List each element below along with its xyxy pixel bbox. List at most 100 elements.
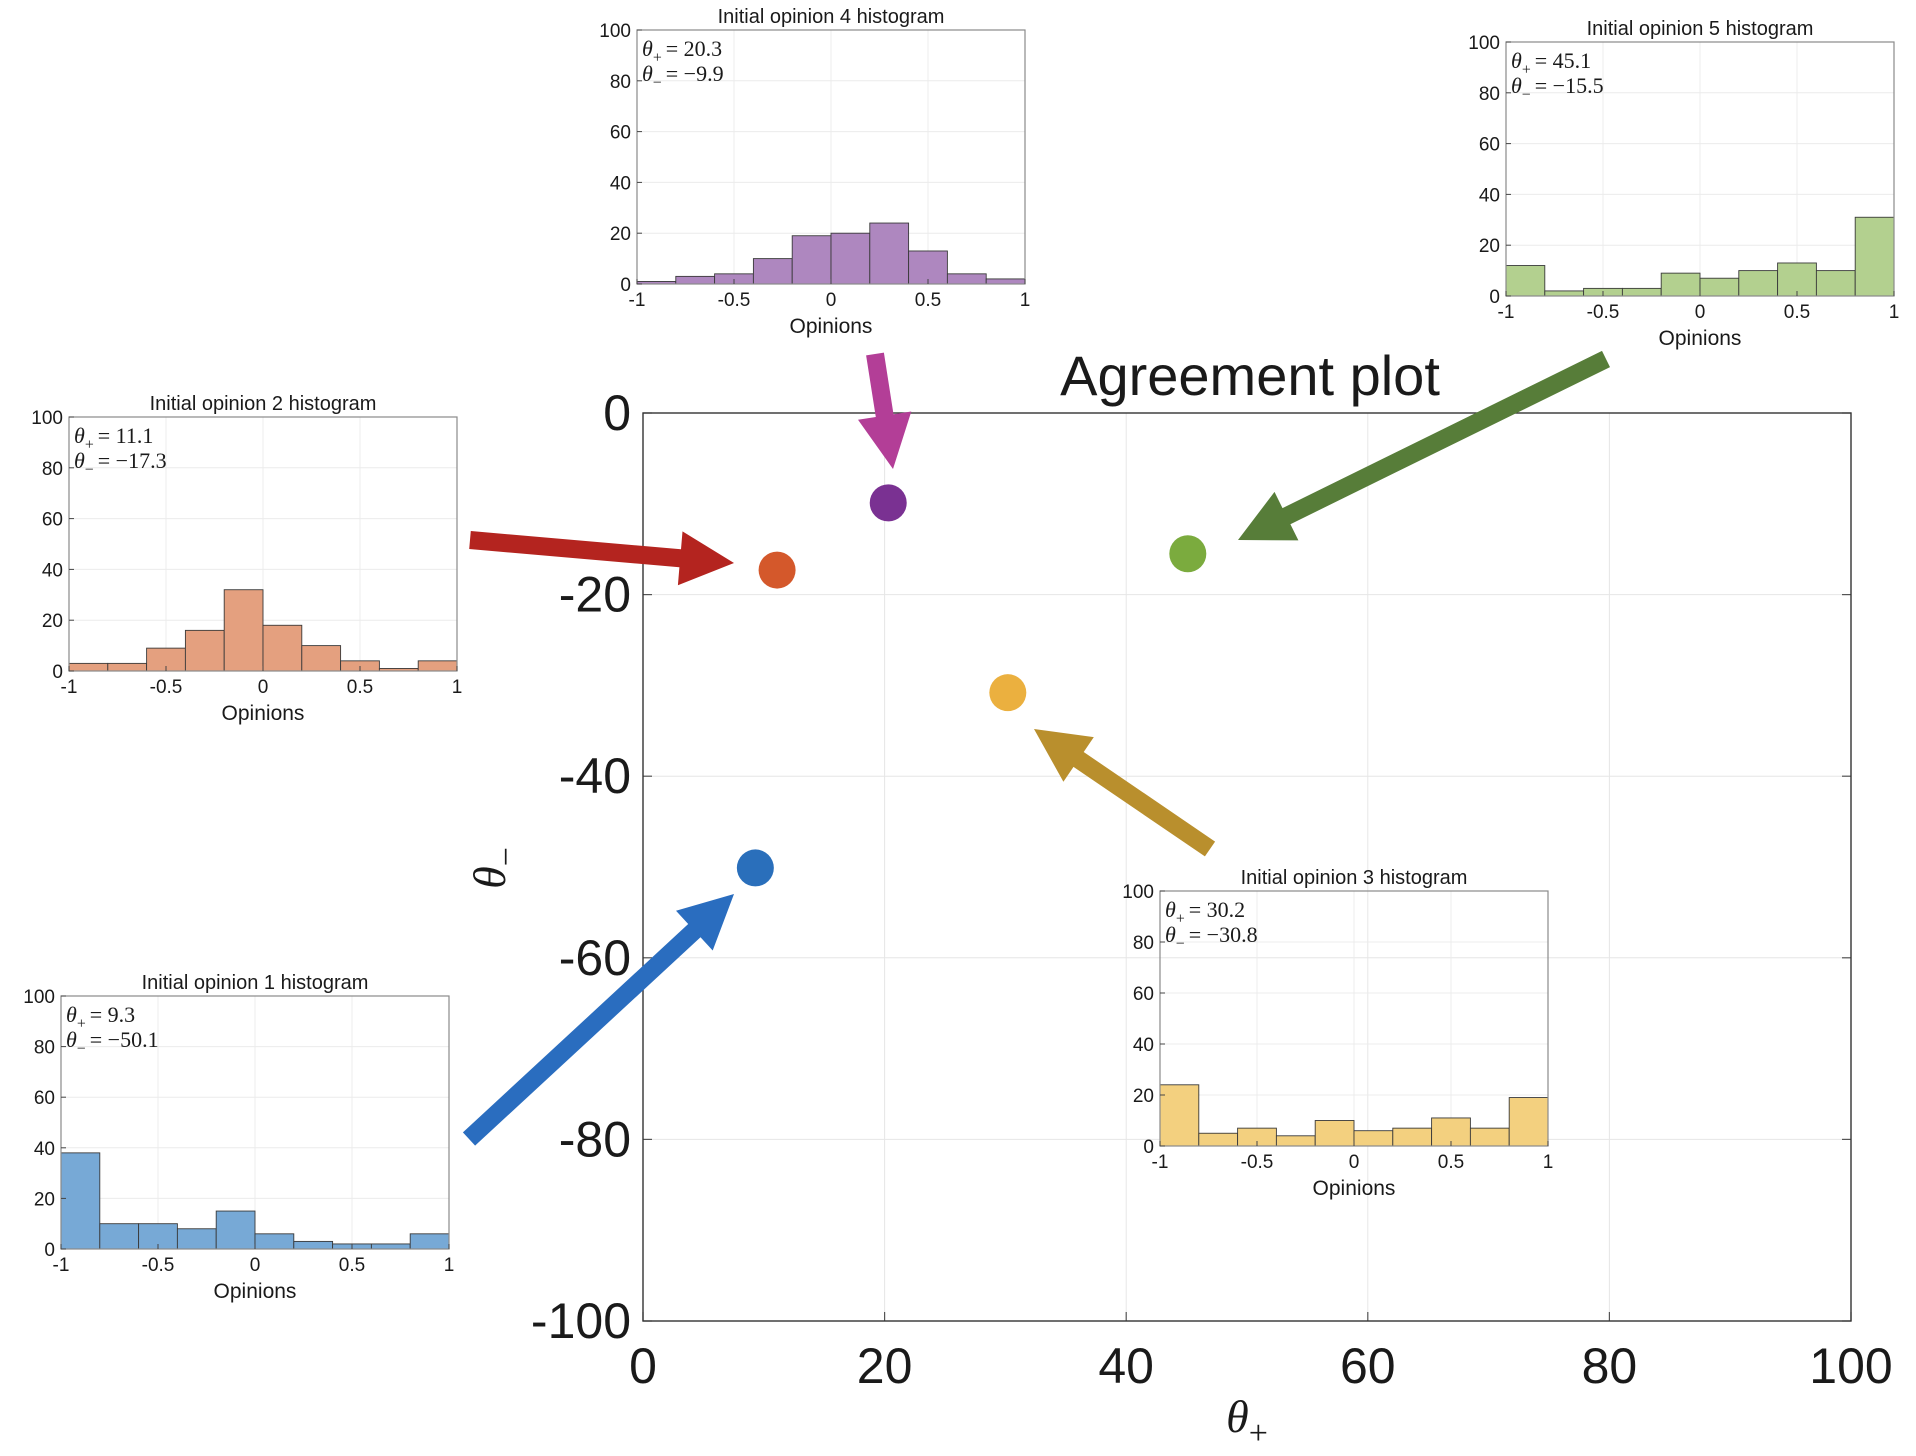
hist-ytick-label: 80	[1479, 84, 1500, 105]
hist-ytick-label: 60	[34, 1088, 55, 1109]
histogram-bar	[752, 258, 793, 285]
hist-title: Initial opinion 3 histogram	[1241, 867, 1468, 889]
main-xtick-label: 60	[1340, 1338, 1396, 1394]
histogram-bar	[1699, 277, 1740, 297]
theta-minus-annotation: θ− = −30.8	[1165, 922, 1258, 953]
theta-plus-annotation: θ+ = 45.1	[1511, 48, 1591, 79]
arrow-opinion-5	[1238, 350, 1610, 541]
scatter-point-opinion-2	[758, 551, 796, 589]
theta-minus-annotation: θ− = −9.9	[642, 61, 724, 92]
scatter-point-opinion-5	[1169, 535, 1207, 573]
hist-ytick-label: 0	[1143, 1137, 1154, 1158]
hist-ytick-label: 20	[34, 1189, 55, 1210]
histogram-bar	[1738, 270, 1779, 297]
histogram-bar	[293, 1240, 334, 1250]
histogram-bar	[1621, 287, 1662, 297]
main-y-label: θ−	[464, 847, 525, 889]
theta-minus-annotation: θ− = −15.5	[1511, 73, 1604, 104]
histogram-bar	[908, 250, 948, 285]
hist-ytick-label: 80	[1133, 933, 1154, 954]
theta-minus-annotation: θ− = −17.3	[74, 448, 167, 479]
hist-ytick-label: 20	[610, 224, 631, 245]
hist-xtick-label: 1	[1889, 302, 1900, 323]
hist-xtick-label: 0	[1695, 302, 1706, 323]
hist-xtick-label: 1	[1020, 290, 1031, 311]
main-xtick-label: 20	[857, 1338, 913, 1394]
main-xtick-label: 0	[629, 1338, 657, 1394]
hist-title: Initial opinion 4 histogram	[718, 6, 945, 28]
main-ytick-label: -60	[559, 930, 631, 986]
main-ytick-label: 0	[603, 385, 631, 441]
arrow-opinion-2	[469, 531, 734, 586]
hist-ytick-label: 60	[42, 510, 63, 531]
main-axes-box	[642, 412, 1852, 1322]
histogram-bar	[1508, 1097, 1549, 1147]
hist-xtick-label: -0.5	[1587, 302, 1620, 323]
hist-ytick-label: 20	[1133, 1086, 1154, 1107]
hist-ytick-label: 100	[23, 987, 55, 1008]
hist-ytick-label: 60	[1133, 984, 1154, 1005]
arrow-opinion-1	[462, 894, 734, 1146]
histogram-bar	[1353, 1130, 1394, 1147]
arrow-opinion-3	[1034, 729, 1216, 857]
hist-ytick-label: 100	[599, 21, 631, 42]
histogram-bar	[1815, 270, 1856, 297]
hist-xtick-label: 0.5	[915, 290, 941, 311]
hist-xtick-label: 0	[826, 290, 837, 311]
theta-plus-annotation: θ+ = 20.3	[642, 36, 722, 67]
main-title: Agreement plot	[1060, 344, 1440, 407]
histogram-bar	[985, 278, 1026, 285]
hist-xtick-label: 0.5	[347, 677, 373, 698]
hist-x-label: Opinions	[214, 1280, 297, 1303]
hist-ytick-label: 40	[610, 173, 631, 194]
hist-title: Initial opinion 5 histogram	[1587, 18, 1814, 40]
hist-xtick-label: 1	[452, 677, 463, 698]
hist-xtick-label: 0	[1349, 1152, 1360, 1173]
hist-xtick-label: 0	[250, 1255, 261, 1276]
hist-xtick-label: 0.5	[1438, 1152, 1464, 1173]
hist-xtick-label: -1	[629, 290, 646, 311]
histogram-bar	[370, 1243, 411, 1250]
hist-ytick-label: 40	[34, 1139, 55, 1160]
main-ytick-label: -20	[559, 567, 631, 623]
hist-xtick-label: -1	[1498, 302, 1515, 323]
hist-ytick-label: 100	[31, 408, 63, 429]
theta-plus-annotation: θ+ = 11.1	[74, 423, 153, 454]
hist-xtick-label: -0.5	[150, 677, 183, 698]
histogram-h2: 0 20 40 60 80 100 -1 -0.5 0 0.5 1 Initial opinion 2…	[31, 393, 462, 725]
histogram-bar	[1392, 1127, 1433, 1147]
hist-title: Initial opinion 2 histogram	[150, 393, 377, 415]
theta-plus-annotation: θ+ = 30.2	[1165, 897, 1245, 928]
histogram-bar	[254, 1233, 295, 1250]
histogram-bar	[215, 1210, 256, 1250]
hist-title: Initial opinion 1 histogram	[142, 972, 369, 994]
theta-plus-annotation: θ+ = 9.3	[66, 1002, 135, 1033]
main-xtick-label: 40	[1098, 1338, 1154, 1394]
main-ytick-label: -100	[531, 1293, 631, 1349]
histogram-bar	[107, 662, 148, 672]
histogram-bar	[1275, 1135, 1316, 1147]
scatter-point-opinion-3	[989, 674, 1027, 712]
histogram-bar	[1544, 290, 1585, 297]
hist-x-label: Opinions	[1659, 327, 1742, 350]
histogram-bar	[1314, 1120, 1355, 1147]
hist-xtick-label: 1	[1543, 1152, 1554, 1173]
histogram-bar	[946, 273, 987, 285]
hist-xtick-label: 0	[258, 677, 269, 698]
main-xtick-label: 80	[1582, 1338, 1638, 1394]
hist-ytick-label: 0	[1489, 287, 1500, 308]
histogram-bar	[1505, 265, 1546, 297]
histogram-bar	[99, 1223, 140, 1250]
histogram-bar	[417, 660, 458, 672]
histogram-h5: 0 20 40 60 80 100 -1 -0.5 0 0.5 1 Initial opinion 5…	[1468, 18, 1899, 350]
hist-xtick-label: 1	[444, 1255, 455, 1276]
histogram-bar	[1159, 1084, 1200, 1147]
arrow-opinion-4	[858, 352, 912, 469]
hist-ytick-label: 40	[1479, 185, 1500, 206]
histogram-bar	[1198, 1132, 1239, 1147]
histogram-bar	[1660, 272, 1701, 297]
hist-ytick-label: 80	[610, 72, 631, 93]
hist-x-label: Opinions	[222, 702, 305, 725]
